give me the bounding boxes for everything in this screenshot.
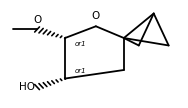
Text: O: O <box>92 11 100 21</box>
Text: O: O <box>33 15 41 25</box>
Text: HO: HO <box>19 82 35 92</box>
Text: or1: or1 <box>74 41 86 47</box>
Text: or1: or1 <box>74 68 86 74</box>
